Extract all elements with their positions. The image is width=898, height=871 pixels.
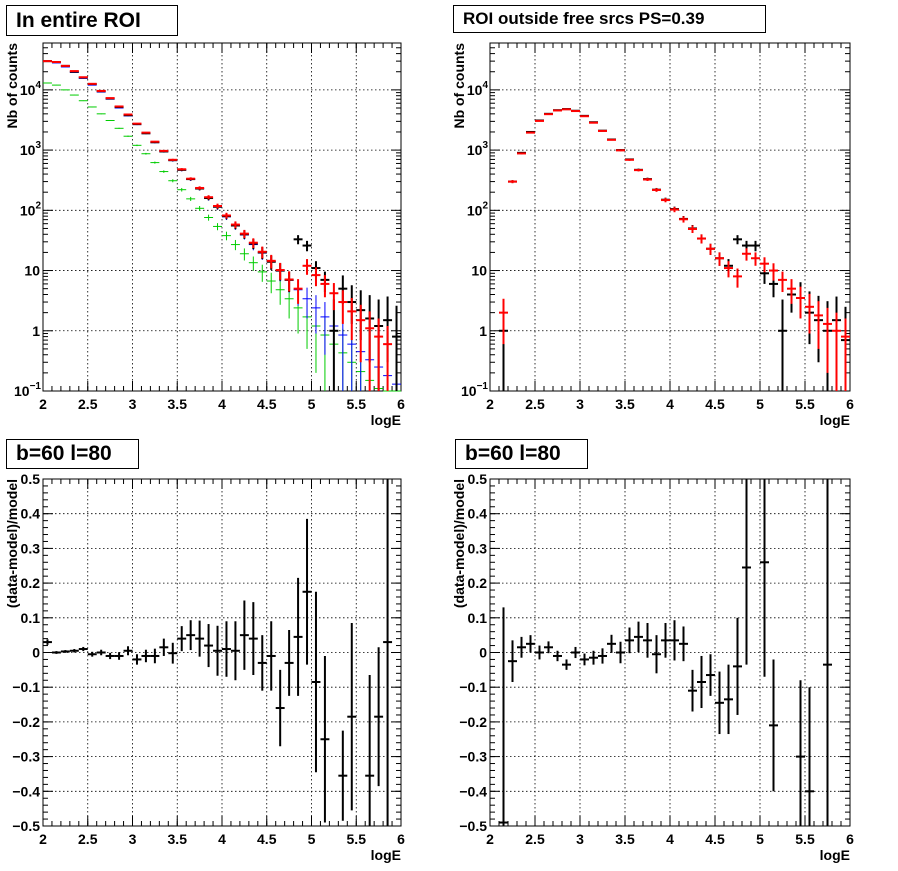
- y-tick-label: 103: [467, 140, 489, 158]
- pad-top-left: 2 2.5 3 3.5 4 4.5 5 5.5 6 10−1 1 10 102 103 104 logE Nb …: [4, 42, 405, 428]
- y-tick-label: 102: [20, 200, 42, 218]
- y-tick-label: −0.4: [12, 783, 40, 799]
- x-tick-label: 4: [218, 396, 226, 412]
- y-axis-title: (data-model)/model: [4, 479, 20, 608]
- y-tick-label: 1: [32, 323, 40, 339]
- y-tick-label: 0: [479, 645, 487, 661]
- x-tick-label: 6: [397, 396, 405, 412]
- x-tick-label: 5: [756, 831, 764, 847]
- x-tick-label: 2.5: [525, 831, 545, 847]
- y-tick-label: 0.5: [468, 471, 488, 487]
- y-tick-label: 10−1: [461, 381, 488, 399]
- series-0: [499, 479, 832, 826]
- x-tick-label: 5.5: [347, 396, 367, 412]
- y-tick-label: 10−1: [14, 381, 41, 399]
- pad-title-residual-right: b=60 l=80: [455, 439, 588, 469]
- y-tick-label: −0.1: [12, 679, 40, 695]
- x-tick-label: 5: [308, 831, 316, 847]
- x-tick-label: 2: [39, 396, 47, 412]
- series-3: [43, 60, 393, 391]
- y-tick-label: 0.2: [21, 575, 41, 591]
- y-tick-label: 10: [24, 263, 40, 279]
- y-tick-label: 0.1: [21, 610, 41, 626]
- y-tick-label: 0.3: [468, 540, 488, 556]
- x-tick-label: 6: [397, 831, 405, 847]
- y-tick-label: −0.2: [12, 714, 40, 730]
- x-tick-label: 3.5: [615, 831, 635, 847]
- y-tick-label: −0.5: [459, 818, 487, 834]
- pad-title-entire-roi: In entire ROI: [6, 5, 178, 36]
- y-tick-label: 0.4: [21, 506, 41, 522]
- x-tick-label: 2: [39, 831, 47, 847]
- pad-bottom-right: 2 2.5 3 3.5 4 4.5 5 5.5 6 −0.5 −0.4 −0.3 −0.2 −0.1 0 0.…: [451, 471, 854, 863]
- y-tick-label: 0.1: [468, 610, 488, 626]
- pad-bottom-left: 2 2.5 3 3.5 4 4.5 5 5.5 6 −0.5 −0.4 −0.3 −0.2 −0.1 0 0.…: [4, 471, 405, 863]
- x-tick-label: 4.5: [257, 396, 277, 412]
- x-axis-title: logE: [371, 412, 401, 428]
- x-tick-label: 3: [576, 396, 584, 412]
- x-tick-label: 2.5: [78, 396, 98, 412]
- y-tick-label: −0.4: [459, 783, 487, 799]
- x-tick-label: 5.5: [347, 831, 367, 847]
- x-tick-label: 6: [846, 396, 854, 412]
- x-tick-label: 4.5: [257, 831, 277, 847]
- x-tick-label: 2.5: [525, 396, 545, 412]
- series-0: [43, 479, 393, 826]
- x-tick-label: 3.5: [168, 396, 188, 412]
- y-tick-label: 0.3: [21, 540, 41, 556]
- x-tick-label: 3.5: [168, 831, 188, 847]
- x-axis-title: logE: [820, 412, 850, 428]
- y-tick-label: 0.4: [468, 506, 488, 522]
- y-tick-label: 104: [20, 80, 42, 98]
- x-axis-title: logE: [371, 847, 401, 863]
- pad-title-residual-left: b=60 l=80: [6, 439, 139, 469]
- x-tick-label: 4: [218, 831, 226, 847]
- x-tick-label: 4.5: [705, 396, 725, 412]
- y-tick-label: 102: [467, 200, 489, 218]
- x-tick-label: 3: [129, 396, 137, 412]
- x-tick-label: 5: [308, 396, 316, 412]
- x-tick-label: 3: [576, 831, 584, 847]
- x-tick-label: 5.5: [795, 831, 815, 847]
- x-axis-title: logE: [820, 847, 850, 863]
- x-tick-label: 2.5: [78, 831, 98, 847]
- x-tick-label: 2: [486, 396, 494, 412]
- y-tick-label: −0.3: [12, 749, 40, 765]
- x-tick-label: 6: [846, 831, 854, 847]
- series-1: [499, 108, 850, 391]
- y-tick-label: 1: [479, 323, 487, 339]
- x-tick-label: 5: [756, 396, 764, 412]
- y-axis-title: (data-model)/model: [451, 479, 467, 608]
- y-tick-label: 103: [20, 140, 42, 158]
- x-tick-label: 4: [666, 831, 674, 847]
- pad-title-outside-free-srcs: ROI outside free srcs PS=0.39: [453, 5, 766, 33]
- y-tick-label: −0.2: [459, 714, 487, 730]
- x-tick-label: 3: [129, 831, 137, 847]
- x-tick-label: 2: [486, 831, 494, 847]
- x-tick-label: 4.5: [705, 831, 725, 847]
- series-0: [499, 108, 850, 391]
- y-tick-label: −0.5: [12, 818, 40, 834]
- y-tick-label: −0.3: [459, 749, 487, 765]
- y-tick-label: −0.1: [459, 679, 487, 695]
- series-2: [43, 82, 401, 392]
- y-tick-label: 0: [32, 645, 40, 661]
- y-axis-title: Nb of counts: [451, 43, 467, 129]
- pad-top-right: 2 2.5 3 3.5 4 4.5 5 5.5 6 10−1 1 10 102 103 104 logE Nb …: [451, 42, 854, 428]
- x-tick-label: 4: [666, 396, 674, 412]
- x-tick-label: 3.5: [615, 396, 635, 412]
- y-axis-title: Nb of counts: [4, 43, 20, 129]
- y-tick-label: 0.5: [21, 471, 41, 487]
- y-tick-label: 10: [471, 263, 487, 279]
- y-tick-label: 0.2: [468, 575, 488, 591]
- x-tick-label: 5.5: [795, 396, 815, 412]
- y-tick-label: 104: [467, 80, 489, 98]
